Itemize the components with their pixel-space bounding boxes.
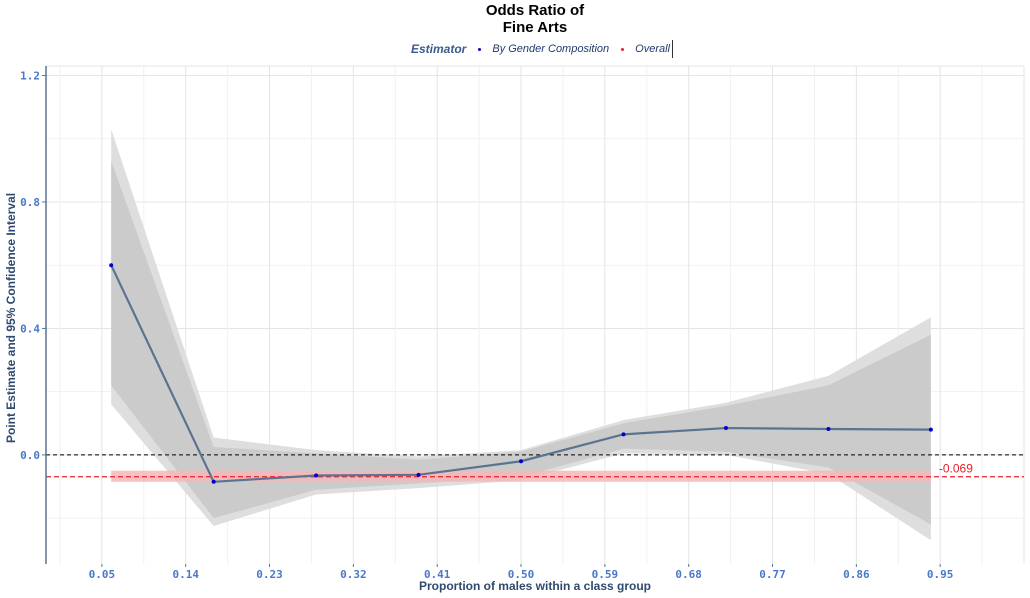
data-point — [314, 473, 319, 478]
y-tick-label: 0.0 — [20, 449, 40, 462]
legend-marker-by-gender — [478, 47, 482, 51]
x-tick-label: 0.59 — [592, 568, 619, 581]
chart-title-line1: Odds Ratio of — [485, 2, 585, 19]
data-point — [826, 426, 831, 431]
overall-value-label: -0.069 — [939, 462, 973, 476]
x-tick-label: 0.14 — [172, 568, 199, 581]
chart-title: Odds Ratio of Fine Arts — [0, 2, 1030, 36]
x-tick-label: 0.32 — [340, 568, 367, 581]
data-point — [211, 479, 216, 484]
y-tick-label: 1.2 — [20, 69, 40, 82]
series-lines — [109, 263, 933, 484]
confidence-bands — [111, 129, 931, 541]
x-axis-label: Proportion of males within a class group — [419, 579, 651, 593]
axes: 0.0 0.4 0.8 1.2 0.05 0.14 0.23 0.32 0.41 0.50 0.59… — [20, 66, 953, 581]
y-tick-label: 0.4 — [20, 322, 40, 335]
data-point — [928, 427, 933, 432]
legend-label-overall: Overall — [635, 43, 670, 55]
x-tick-label: 0.05 — [89, 568, 116, 581]
y-tick-label: 0.8 — [20, 196, 40, 209]
overall-estimate: -0.069 — [46, 454, 1024, 482]
x-tick-label: 0.41 — [424, 568, 451, 581]
data-point — [621, 432, 626, 437]
data-point — [109, 263, 114, 268]
legend: Estimator By Gender Composition Overall — [411, 40, 673, 58]
x-tick-label: 0.23 — [256, 568, 283, 581]
legend-marker-overall — [621, 47, 625, 51]
x-tick-label: 0.50 — [508, 568, 535, 581]
x-tick-label: 0.95 — [927, 568, 954, 581]
x-tick-label: 0.77 — [759, 568, 786, 581]
x-tick-label: 0.68 — [675, 568, 702, 581]
ci90-band — [111, 160, 931, 525]
chart-title-line2: Fine Arts — [502, 19, 568, 36]
y-axis-label: Point Estimate and 95% Confidence Interv… — [4, 193, 18, 443]
legend-title: Estimator — [411, 42, 467, 56]
data-point — [519, 459, 524, 464]
data-point — [723, 426, 728, 431]
data-point — [416, 472, 421, 477]
x-tick-label: 0.86 — [843, 568, 870, 581]
legend-label-by-gender: By Gender Composition — [492, 43, 610, 55]
